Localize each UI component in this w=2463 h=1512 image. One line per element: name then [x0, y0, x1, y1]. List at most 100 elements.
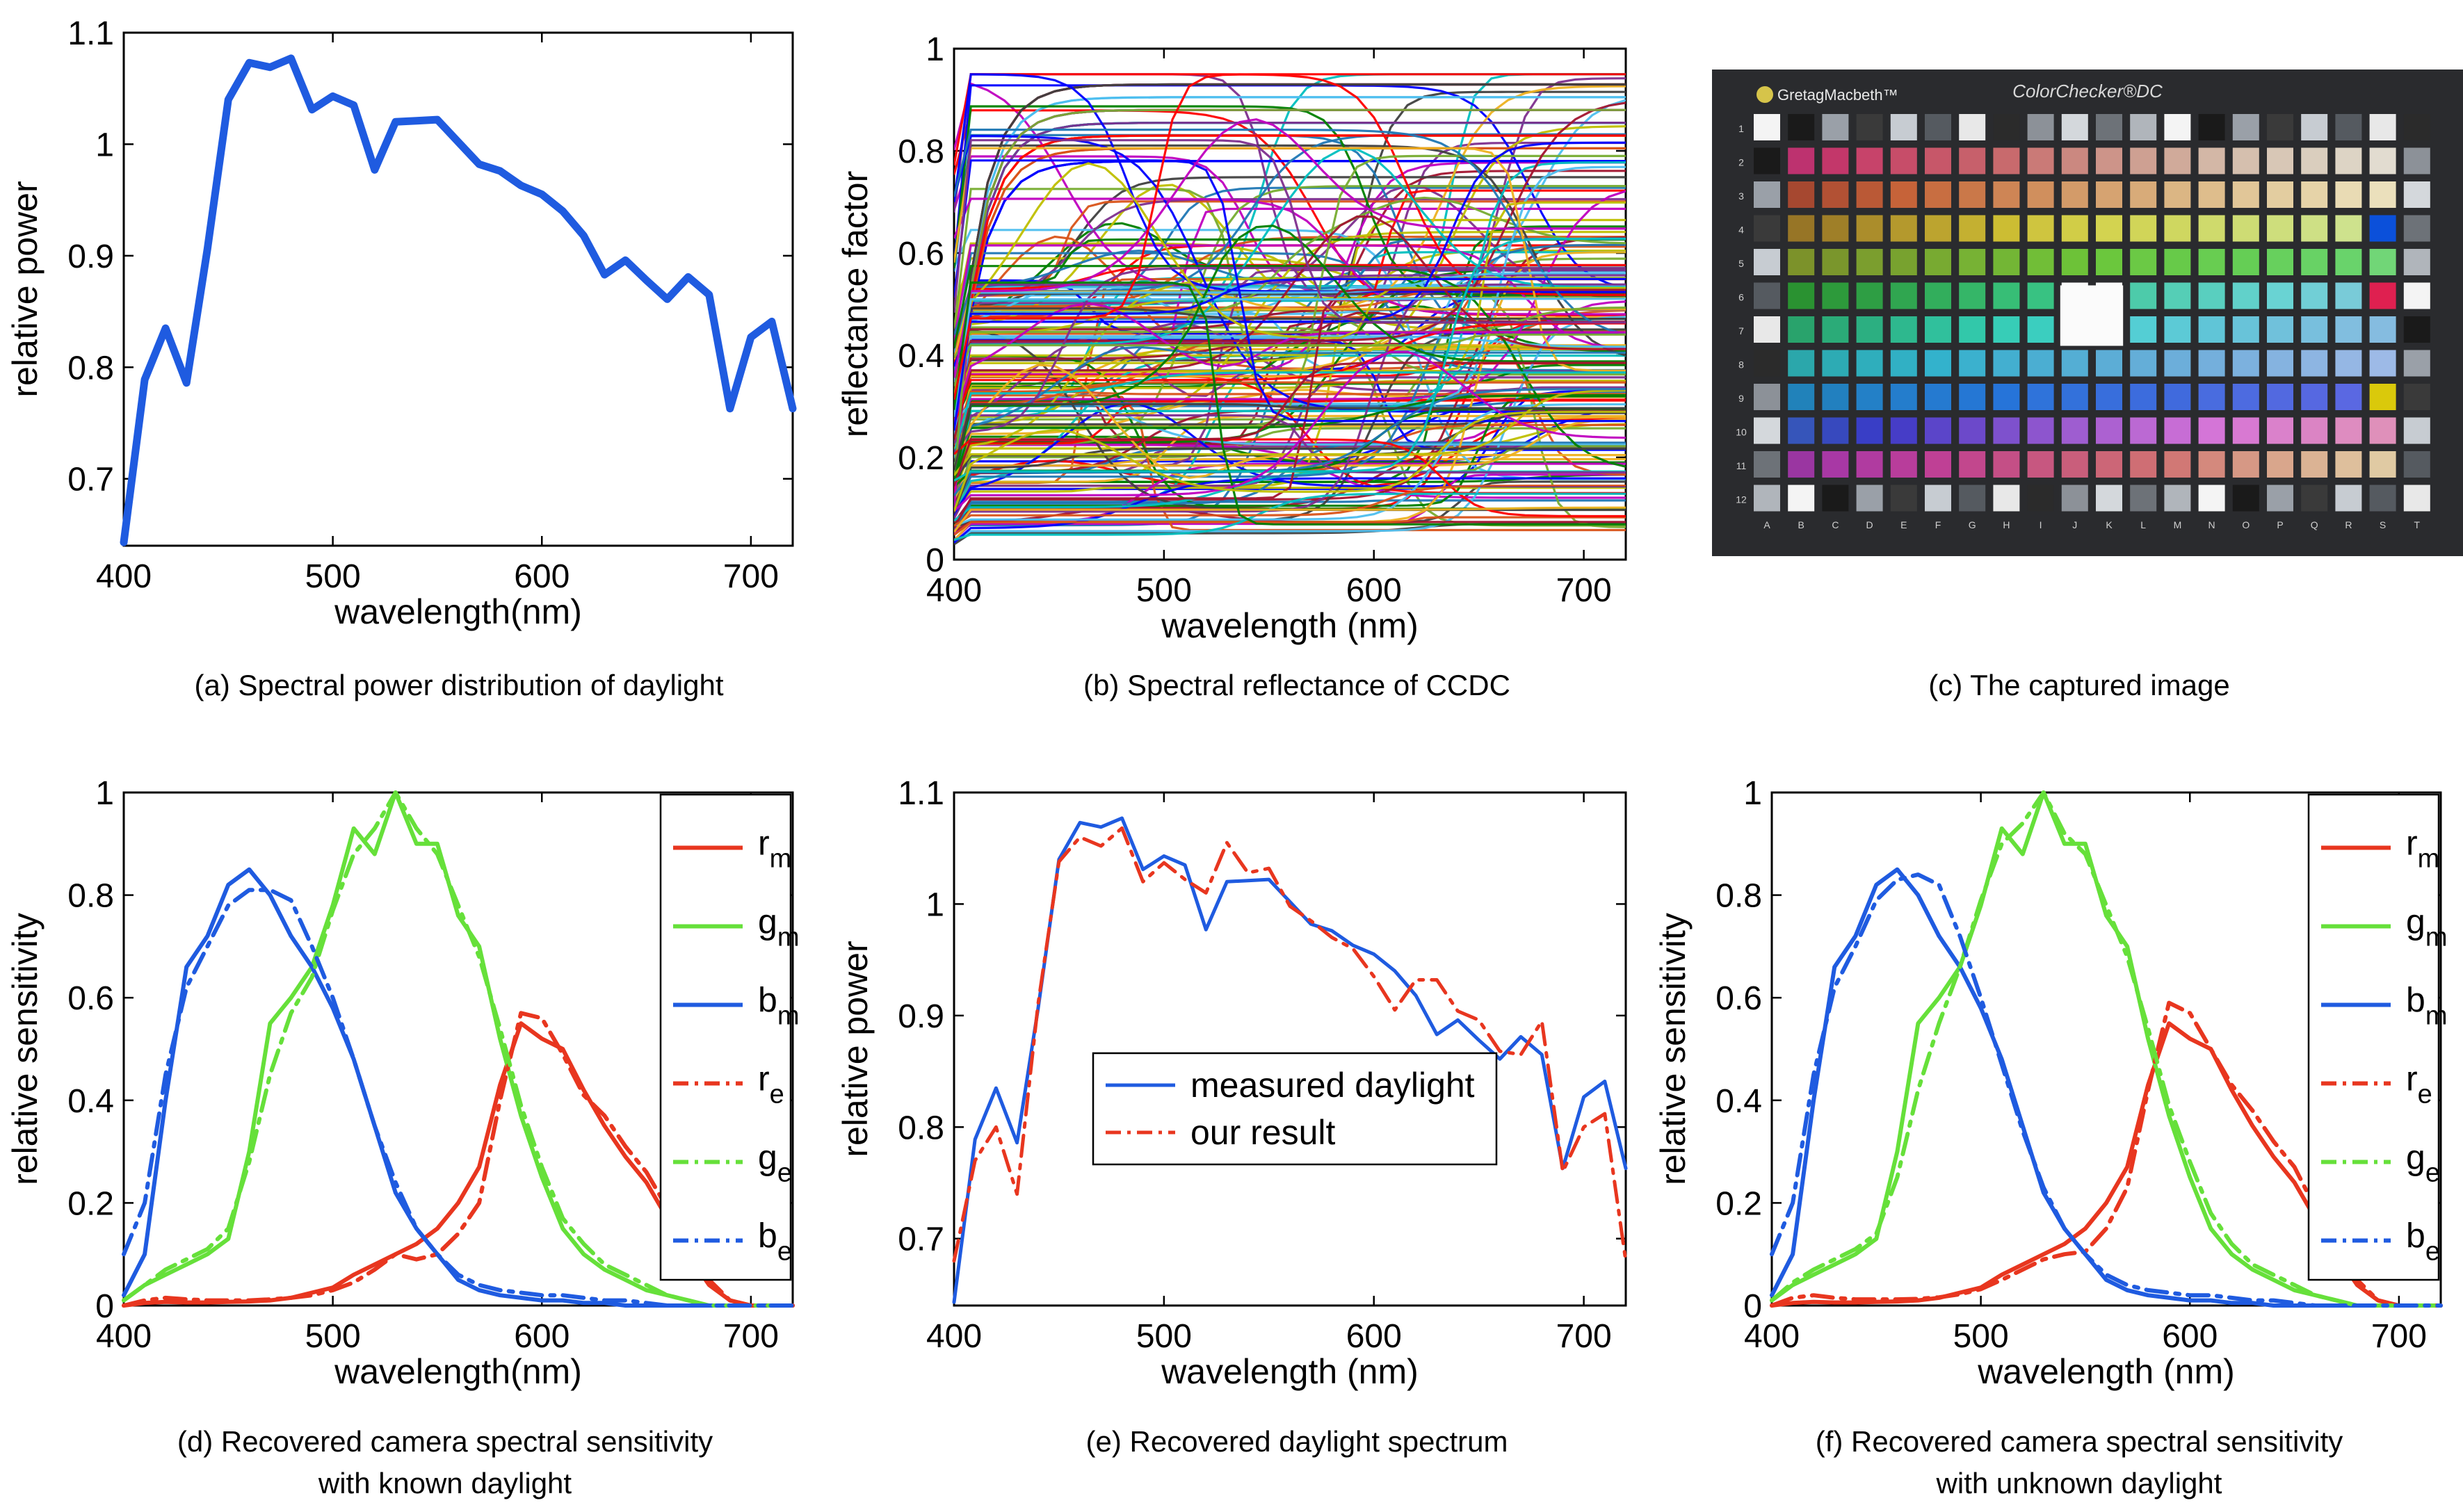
reflectance-curve: [954, 237, 1626, 482]
reflectance-curve: [954, 162, 1626, 398]
color-patch: [2164, 114, 2191, 140]
color-patch: [1925, 485, 1951, 512]
color-patch: [1856, 114, 1883, 140]
color-patch: [2301, 417, 2328, 444]
color-patch: [2267, 181, 2293, 208]
color-patch: [2164, 350, 2191, 377]
color-patch: [2164, 249, 2191, 275]
color-patch: [2232, 417, 2259, 444]
color-patch: [2369, 215, 2396, 242]
color-patch: [1754, 350, 1780, 377]
color-patch: [2061, 114, 2088, 140]
reflectance-curve: [954, 371, 1626, 455]
color-patch: [1959, 147, 1986, 174]
reflectance-curve: [954, 108, 1626, 484]
color-patch: [1993, 249, 2020, 275]
brand-label: GretagMacbeth™: [1777, 86, 1898, 104]
legend-box: [1092, 1052, 1498, 1166]
y-tick-label: 1: [95, 775, 114, 812]
reflectance-curve: [954, 444, 1626, 499]
reflectance-curve: [954, 129, 1626, 336]
reflectance-curve: [954, 298, 1626, 418]
row-label: 6: [1738, 292, 1744, 303]
column-label: T: [2414, 519, 2421, 530]
color-patch: [2403, 417, 2430, 444]
y-tick-label: 0.8: [67, 878, 114, 915]
legend-subscript: e: [2418, 1080, 2432, 1109]
caption-c: (c) The captured image: [1928, 669, 2229, 701]
color-patch: [2096, 114, 2122, 140]
color-patch: [2198, 384, 2225, 410]
color-patch: [2403, 485, 2430, 512]
color-patch: [2267, 147, 2293, 174]
column-label: H: [2003, 519, 2010, 530]
color-patch: [2164, 417, 2191, 444]
color-patch: [1925, 417, 1951, 444]
color-patch: [2096, 181, 2122, 208]
series-line-g-e: [122, 790, 795, 1308]
color-patch: [2267, 282, 2293, 309]
y-tick-label: 1: [926, 31, 944, 68]
color-patch: [2027, 181, 2054, 208]
y-tick-label: 1.1: [67, 15, 114, 52]
x-tick-label: 700: [723, 558, 779, 595]
color-patch: [1925, 147, 1951, 174]
color-patch: [1856, 451, 1883, 478]
x-tick-label: 500: [1136, 1318, 1192, 1355]
x-tick-label: 400: [96, 558, 152, 595]
color-patch: [2130, 215, 2157, 242]
x-tick-label: 500: [305, 558, 361, 595]
color-patch: [1822, 147, 1849, 174]
color-patch: [1890, 350, 1917, 377]
color-patch: [2027, 451, 2054, 478]
color-patch: [1754, 282, 1780, 309]
color-patch: [1822, 451, 1849, 478]
color-patch: [2061, 350, 2088, 377]
color-patch: [2027, 417, 2054, 444]
legend-subscript: e: [2425, 1159, 2440, 1188]
color-patch: [2369, 350, 2396, 377]
y-tick-label: 0.6: [67, 980, 114, 1017]
color-patch: [2198, 316, 2225, 343]
reflectance-curve: [954, 506, 1626, 533]
column-label: L: [2140, 519, 2146, 530]
reflectance-curve: [954, 477, 1626, 544]
color-patch: [2096, 350, 2122, 377]
color-patch: [2267, 417, 2293, 444]
color-patch: [2096, 215, 2122, 242]
row-label: 4: [1738, 225, 1744, 236]
color-patch: [2403, 147, 2430, 174]
color-patch: [2027, 350, 2054, 377]
color-patch: [2369, 114, 2396, 140]
color-patch: [1890, 384, 1917, 410]
series-line-b-m: [122, 867, 795, 1308]
color-patch: [1890, 181, 1917, 208]
color-patch: [2198, 485, 2225, 512]
color-patch: [2335, 215, 2362, 242]
row-label: 9: [1738, 393, 1744, 404]
reflectance-curve: [954, 277, 1626, 431]
color-patch: [2301, 451, 2328, 478]
x-tick-label: 700: [2371, 1318, 2427, 1355]
y-tick-label: 0.6: [898, 236, 944, 273]
panel-b-chart: 400 500 600 700 0 0.2 0.4 0.6 0.8 1 wavelength (nm…: [836, 31, 1627, 645]
color-patch: [2403, 384, 2430, 410]
color-patch: [2267, 350, 2293, 377]
row-label: 11: [1736, 460, 1747, 471]
color-patch: [2301, 249, 2328, 275]
color-patch: [1993, 417, 2020, 444]
color-patch: [2267, 316, 2293, 343]
reflectance-curve: [954, 485, 1626, 527]
legend-subscript: e: [2425, 1237, 2440, 1267]
chart-title: ColorChecker®DC: [2012, 81, 2163, 101]
color-patch: [2198, 249, 2225, 275]
color-patch: [2130, 485, 2157, 512]
x-axis-label: wavelength(nm): [334, 592, 582, 631]
color-patch: [1754, 215, 1780, 242]
color-patch: [2232, 181, 2259, 208]
color-patch: [1993, 215, 2020, 242]
color-patch: [1822, 282, 1849, 309]
color-patch: [1925, 282, 1951, 309]
color-patch: [1788, 147, 1815, 174]
x-tick-label: 400: [926, 1318, 982, 1355]
